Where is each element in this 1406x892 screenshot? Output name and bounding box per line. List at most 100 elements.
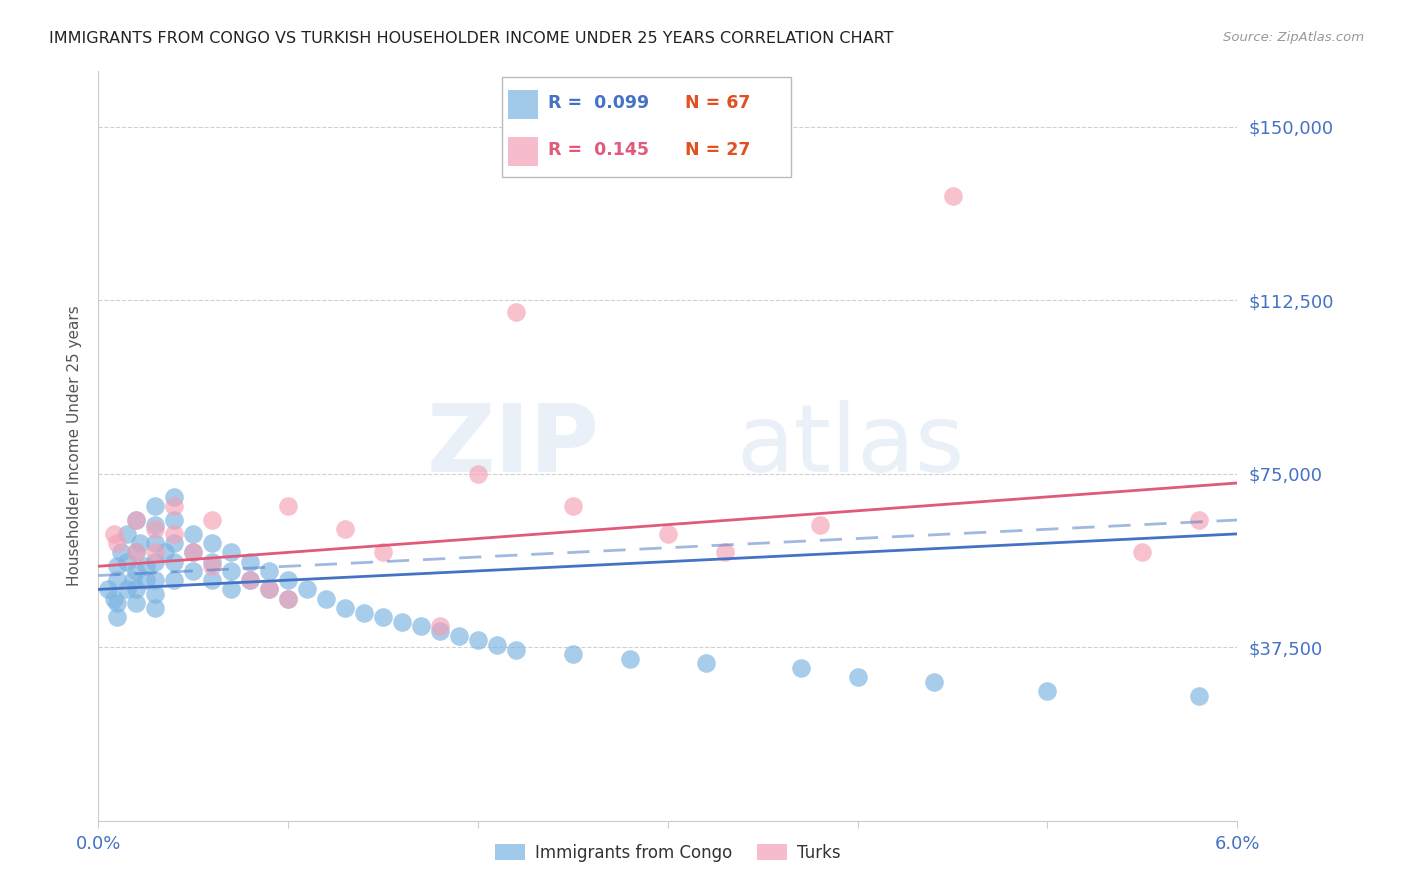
Point: [562, 647, 585, 661]
Point: [125, 545, 148, 559]
Point: [259, 582, 281, 597]
Point: [449, 629, 471, 643]
Point: [97, 582, 120, 597]
Point: [115, 555, 138, 569]
Point: [145, 573, 167, 587]
Point: [505, 305, 527, 319]
Point: [201, 559, 224, 574]
Point: [145, 522, 167, 536]
Point: [183, 564, 205, 578]
Point: [103, 527, 125, 541]
Point: [353, 606, 375, 620]
Point: [115, 582, 138, 597]
Point: [467, 467, 489, 481]
Point: [221, 545, 243, 559]
Point: [790, 661, 813, 675]
Point: [107, 573, 129, 587]
Point: [239, 555, 262, 569]
Point: [259, 564, 281, 578]
Point: [107, 610, 129, 624]
Point: [221, 564, 243, 578]
Point: [277, 573, 299, 587]
Y-axis label: Householder Income Under 25 years: Householder Income Under 25 years: [67, 306, 83, 586]
Point: [467, 633, 489, 648]
Point: [183, 545, 205, 559]
Point: [239, 573, 262, 587]
Point: [145, 600, 167, 615]
Text: N = 27: N = 27: [685, 141, 751, 159]
Point: [135, 559, 157, 574]
Point: [335, 600, 357, 615]
Point: [277, 499, 299, 513]
Point: [163, 490, 186, 504]
Point: [942, 189, 965, 203]
Point: [183, 527, 205, 541]
Point: [163, 536, 186, 550]
Point: [695, 657, 717, 671]
Point: [125, 596, 148, 610]
Bar: [508, 90, 537, 119]
Text: IMMIGRANTS FROM CONGO VS TURKISH HOUSEHOLDER INCOME UNDER 25 YEARS CORRELATION C: IMMIGRANTS FROM CONGO VS TURKISH HOUSEHO…: [49, 31, 894, 46]
Point: [163, 499, 186, 513]
Text: R =  0.145: R = 0.145: [548, 141, 648, 159]
Point: [145, 555, 167, 569]
Point: [371, 610, 394, 624]
Point: [145, 587, 167, 601]
Point: [129, 536, 152, 550]
Point: [714, 545, 737, 559]
Point: [107, 559, 129, 574]
Point: [297, 582, 319, 597]
Point: [115, 527, 138, 541]
Point: [505, 642, 527, 657]
Point: [371, 545, 394, 559]
Point: [201, 513, 224, 527]
Point: [121, 573, 143, 587]
Point: [125, 564, 148, 578]
Point: [1188, 689, 1211, 703]
Point: [391, 615, 413, 629]
Text: Source: ZipAtlas.com: Source: ZipAtlas.com: [1223, 31, 1364, 45]
Point: [163, 527, 186, 541]
Point: [239, 573, 262, 587]
Point: [201, 555, 224, 569]
FancyBboxPatch shape: [502, 77, 792, 178]
Point: [619, 652, 641, 666]
Point: [107, 536, 129, 550]
Point: [183, 545, 205, 559]
Point: [125, 513, 148, 527]
Point: [315, 591, 337, 606]
Point: [145, 517, 167, 532]
Text: N = 67: N = 67: [685, 94, 751, 112]
Point: [135, 573, 157, 587]
Point: [335, 522, 357, 536]
Point: [125, 513, 148, 527]
Point: [429, 619, 451, 633]
Point: [125, 582, 148, 597]
Point: [277, 591, 299, 606]
Point: [259, 582, 281, 597]
Point: [486, 638, 509, 652]
Point: [1132, 545, 1154, 559]
Point: [1036, 684, 1059, 698]
Point: [277, 591, 299, 606]
Point: [145, 499, 167, 513]
Point: [107, 596, 129, 610]
Point: [429, 624, 451, 638]
Point: [1188, 513, 1211, 527]
Text: atlas: atlas: [737, 400, 965, 492]
Legend: Immigrants from Congo, Turks: Immigrants from Congo, Turks: [488, 838, 848, 869]
Point: [221, 582, 243, 597]
Bar: [508, 137, 537, 166]
Point: [562, 499, 585, 513]
Point: [163, 573, 186, 587]
Point: [846, 670, 869, 684]
Point: [163, 513, 186, 527]
Point: [808, 517, 831, 532]
Point: [163, 555, 186, 569]
Point: [103, 591, 125, 606]
Point: [145, 545, 167, 559]
Point: [657, 527, 679, 541]
Point: [153, 545, 176, 559]
Text: ZIP: ZIP: [426, 400, 599, 492]
Text: R =  0.099: R = 0.099: [548, 94, 650, 112]
